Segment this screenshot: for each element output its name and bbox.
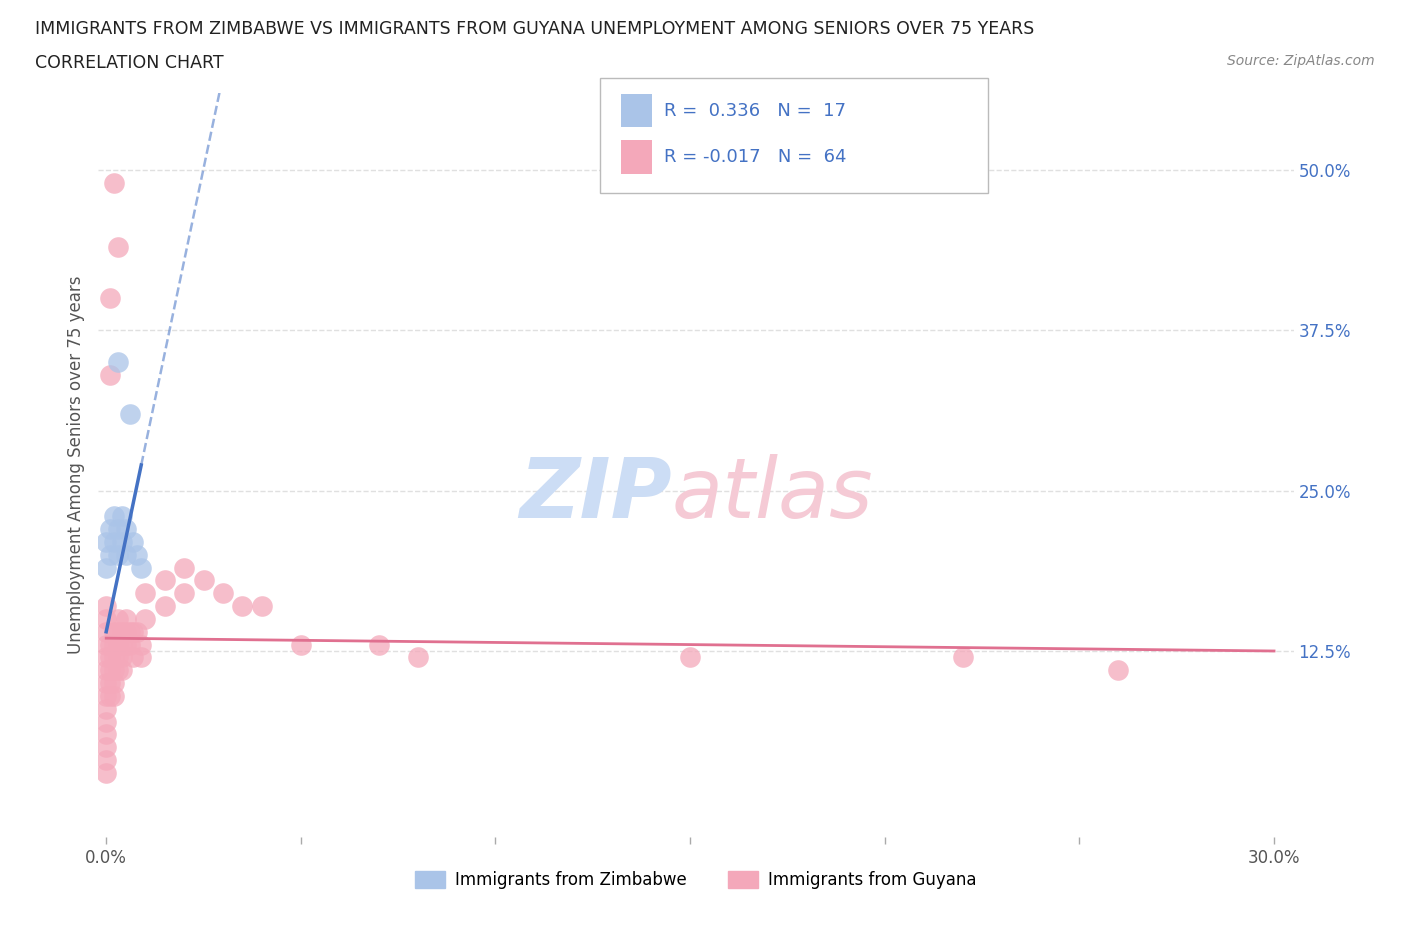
Point (107, 522, 129, 537)
Point (103, 663, 125, 678)
Point (96, 727, 118, 742)
Point (96, 765, 118, 780)
Point (111, 637, 134, 652)
Point (96, 560, 118, 575)
Point (1107, 663, 1129, 678)
Point (114, 548, 136, 563)
Point (107, 240, 129, 255)
Text: CORRELATION CHART: CORRELATION CHART (35, 54, 224, 72)
Point (103, 637, 125, 652)
Point (103, 688, 125, 703)
Point (193, 573, 215, 588)
Point (98, 663, 121, 678)
Point (952, 650, 974, 665)
Point (98, 367, 121, 382)
Legend: Immigrants from Zimbabwe, Immigrants from Guyana: Immigrants from Zimbabwe, Immigrants fro… (408, 864, 984, 896)
Point (250, 599, 273, 614)
Point (173, 586, 195, 601)
Point (114, 522, 136, 537)
Point (118, 406, 141, 421)
Point (127, 548, 149, 563)
Point (103, 650, 125, 665)
Point (96, 675, 118, 690)
Point (122, 624, 145, 639)
Point (107, 355, 129, 370)
Text: R = -0.017   N =  64: R = -0.017 N = 64 (664, 148, 846, 166)
Text: IMMIGRANTS FROM ZIMBABWE VS IMMIGRANTS FROM GUYANA UNEMPLOYMENT AMONG SENIORS OV: IMMIGRANTS FROM ZIMBABWE VS IMMIGRANTS F… (35, 20, 1035, 38)
Point (96, 535, 118, 550)
Point (96, 612, 118, 627)
Point (111, 650, 134, 665)
Point (107, 612, 129, 627)
Point (122, 650, 145, 665)
Point (118, 637, 141, 652)
Point (107, 548, 129, 563)
Point (98, 637, 121, 652)
Point (96, 624, 118, 639)
Point (406, 650, 429, 665)
Point (103, 509, 125, 524)
Point (96, 663, 118, 678)
Point (114, 612, 136, 627)
Point (134, 586, 156, 601)
Point (129, 650, 152, 665)
Point (103, 624, 125, 639)
Point (173, 560, 195, 575)
Point (96, 599, 118, 614)
Point (98, 688, 121, 703)
Point (212, 586, 235, 601)
Point (96, 714, 118, 729)
Point (107, 637, 129, 652)
Point (129, 637, 152, 652)
Point (96, 637, 118, 652)
Text: ZIP: ZIP (519, 454, 672, 536)
Point (114, 637, 136, 652)
Point (103, 176, 125, 191)
Point (111, 624, 134, 639)
Point (290, 637, 312, 652)
Point (129, 560, 152, 575)
Point (96, 650, 118, 665)
Point (111, 663, 134, 678)
Point (679, 650, 702, 665)
Point (103, 535, 125, 550)
Point (118, 624, 141, 639)
Point (107, 624, 129, 639)
Point (103, 675, 125, 690)
Point (134, 612, 156, 627)
Point (114, 624, 136, 639)
Point (107, 663, 129, 678)
Point (96, 688, 118, 703)
Point (96, 752, 118, 767)
Point (98, 650, 121, 665)
Point (231, 599, 253, 614)
Point (153, 573, 176, 588)
Point (96, 701, 118, 716)
Point (98, 548, 121, 563)
Point (367, 637, 389, 652)
Point (153, 599, 176, 614)
Point (96, 739, 118, 754)
Point (98, 291, 121, 306)
Point (111, 509, 134, 524)
Text: atlas: atlas (672, 454, 873, 536)
Y-axis label: Unemployment Among Seniors over 75 years: Unemployment Among Seniors over 75 years (66, 276, 84, 654)
Point (98, 675, 121, 690)
Point (122, 535, 145, 550)
Text: R =  0.336   N =  17: R = 0.336 N = 17 (664, 101, 845, 120)
Point (127, 624, 149, 639)
Point (111, 535, 134, 550)
Point (98, 522, 121, 537)
Text: Source: ZipAtlas.com: Source: ZipAtlas.com (1227, 54, 1375, 68)
Point (107, 650, 129, 665)
